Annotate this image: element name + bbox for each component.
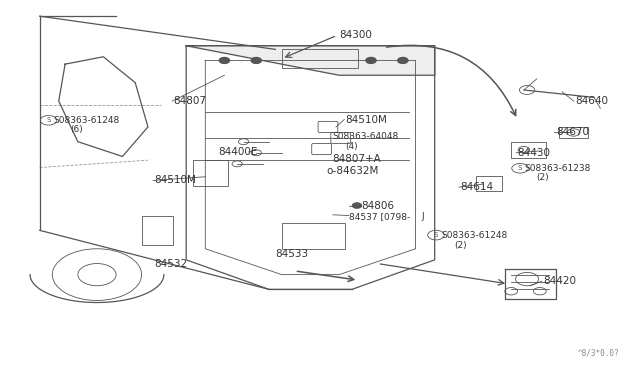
Text: 84537 [0798-: 84537 [0798- bbox=[349, 212, 410, 221]
Circle shape bbox=[366, 58, 376, 63]
Circle shape bbox=[353, 203, 362, 208]
Bar bbox=[193, 160, 228, 186]
Text: 84532: 84532 bbox=[154, 259, 188, 269]
Text: S08363-64048: S08363-64048 bbox=[333, 132, 399, 141]
Bar bbox=[511, 142, 546, 158]
Polygon shape bbox=[186, 46, 435, 75]
Circle shape bbox=[251, 58, 261, 63]
Text: (2): (2) bbox=[454, 241, 467, 250]
Text: 84806: 84806 bbox=[362, 201, 394, 211]
Text: J: J bbox=[422, 212, 424, 221]
Text: (6): (6) bbox=[70, 125, 83, 134]
Text: 84533: 84533 bbox=[275, 249, 308, 259]
Circle shape bbox=[397, 58, 408, 63]
Text: (4): (4) bbox=[346, 142, 358, 151]
Text: 84670: 84670 bbox=[556, 128, 589, 138]
Text: 84510M: 84510M bbox=[346, 115, 387, 125]
Text: 84807+A: 84807+A bbox=[333, 154, 381, 164]
Text: S: S bbox=[518, 165, 522, 171]
Text: 84430: 84430 bbox=[518, 148, 550, 158]
Circle shape bbox=[220, 58, 230, 63]
Bar bbox=[282, 223, 346, 249]
Text: 84640: 84640 bbox=[575, 96, 608, 106]
Bar bbox=[282, 49, 358, 68]
Text: ^8/3*0.0?: ^8/3*0.0? bbox=[578, 349, 620, 358]
Text: S08363-61248: S08363-61248 bbox=[441, 231, 508, 240]
Text: S08363-61248: S08363-61248 bbox=[54, 116, 120, 125]
Text: 84300: 84300 bbox=[339, 30, 372, 40]
Text: o-84632M: o-84632M bbox=[326, 166, 379, 176]
Text: 84807: 84807 bbox=[173, 96, 207, 106]
Text: 84420: 84420 bbox=[543, 276, 576, 286]
Text: S: S bbox=[46, 117, 51, 123]
Bar bbox=[476, 176, 502, 191]
Text: 84510M: 84510M bbox=[154, 176, 196, 186]
Text: (2): (2) bbox=[537, 173, 549, 182]
Text: 84614: 84614 bbox=[460, 182, 493, 192]
Text: S: S bbox=[434, 232, 438, 238]
Text: S08363-61238: S08363-61238 bbox=[524, 164, 590, 173]
Bar bbox=[141, 215, 173, 245]
Text: 84400E: 84400E bbox=[218, 147, 257, 157]
